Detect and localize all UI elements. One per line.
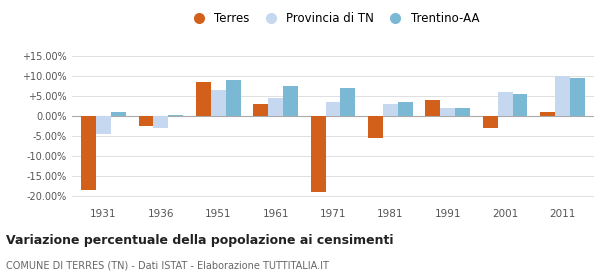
Bar — [455, 108, 470, 116]
Bar — [326, 102, 340, 116]
Bar — [211, 90, 226, 116]
Bar — [311, 116, 326, 192]
Bar — [440, 108, 455, 116]
Bar — [555, 76, 570, 116]
Bar — [283, 86, 298, 116]
Bar — [196, 82, 211, 116]
Bar — [253, 104, 268, 116]
Bar — [483, 116, 497, 128]
Bar — [368, 116, 383, 138]
Bar — [96, 116, 111, 134]
Bar — [512, 94, 527, 116]
Bar — [169, 115, 183, 116]
Bar — [540, 112, 555, 116]
Bar — [425, 100, 440, 116]
Bar — [154, 116, 169, 128]
Bar — [398, 102, 413, 116]
Bar — [139, 116, 154, 126]
Bar — [383, 104, 398, 116]
Bar — [497, 92, 512, 116]
Bar — [81, 116, 96, 190]
Bar — [226, 80, 241, 116]
Bar — [268, 98, 283, 116]
Bar — [111, 112, 126, 116]
Legend: Terres, Provincia di TN, Trentino-AA: Terres, Provincia di TN, Trentino-AA — [185, 10, 481, 27]
Text: COMUNE DI TERRES (TN) - Dati ISTAT - Elaborazione TUTTITALIA.IT: COMUNE DI TERRES (TN) - Dati ISTAT - Ela… — [6, 261, 329, 271]
Bar — [340, 88, 355, 116]
Bar — [570, 78, 585, 116]
Text: Variazione percentuale della popolazione ai censimenti: Variazione percentuale della popolazione… — [6, 234, 394, 247]
